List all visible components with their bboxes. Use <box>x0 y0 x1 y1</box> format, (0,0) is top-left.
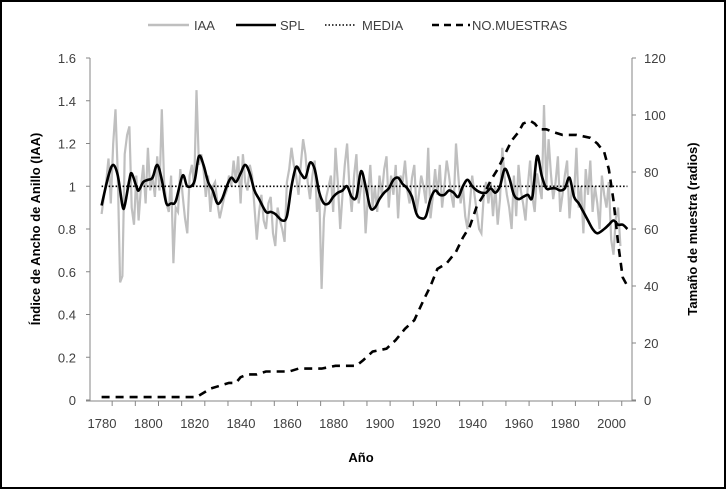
y-axis-left-title: Índice de Ancho de Anillo (IAA) <box>28 133 43 326</box>
y-tick-label-left: 0 <box>69 393 76 408</box>
y-tick-label-left: 0.2 <box>58 350 76 365</box>
y-axis-right-title: Tamaño de muestra (radios) <box>685 142 700 315</box>
x-axis-title: Año <box>348 450 373 465</box>
x-tick-label: 1800 <box>134 416 163 431</box>
y-tick-label-right: 60 <box>644 222 658 237</box>
y-tick-label-left: 1.2 <box>58 137 76 152</box>
y-tick-label-right: 100 <box>644 108 666 123</box>
x-tick-label: 1980 <box>551 416 580 431</box>
y-tick-label-right: 40 <box>644 279 658 294</box>
x-tick-label: 2000 <box>597 416 626 431</box>
x-tick-label: 1840 <box>227 416 256 431</box>
y-tick-label-right: 120 <box>644 51 666 66</box>
y-tick-label-left: 1.6 <box>58 51 76 66</box>
x-tick-label: 1900 <box>365 416 394 431</box>
legend-label-media: MEDIA <box>362 18 404 33</box>
series-line-spl <box>100 154 629 235</box>
y-ticks-left: 0 0.2 0.4 0.6 0.8 1 1.2 1.4 1.6 <box>58 51 90 408</box>
legend: IAA SPL MEDIA NO.MUESTRAS <box>148 18 568 33</box>
y-tick-label-left: 1.4 <box>58 94 76 109</box>
legend-label-no-muestras: NO.MUESTRAS <box>472 18 568 33</box>
legend-label-iaa: IAA <box>194 18 215 33</box>
y-tick-label-left: 1 <box>69 179 76 194</box>
x-tick-label: 1860 <box>273 416 302 431</box>
x-tick-label: 1960 <box>504 416 533 431</box>
y-tick-label-right: 80 <box>644 165 658 180</box>
x-tick-label: 1820 <box>180 416 209 431</box>
series-line-no-muestras <box>101 119 629 399</box>
x-tick-label: 1940 <box>458 416 487 431</box>
y-ticks-right: 0 20 40 60 80 100 120 <box>632 51 666 408</box>
x-tick-label: 1780 <box>88 416 117 431</box>
y-tick-label-right: 0 <box>644 393 651 408</box>
y-tick-label-left: 0.4 <box>58 308 76 323</box>
y-tick-label-left: 0.6 <box>58 265 76 280</box>
legend-label-spl: SPL <box>280 18 305 33</box>
x-tick-label: 1880 <box>319 416 348 431</box>
x-tick-label: 1920 <box>412 416 441 431</box>
series-group <box>100 90 629 399</box>
x-ticks: 1780 1800 1820 1840 1860 1880 1900 1920 1940 1960… <box>88 401 626 431</box>
y-tick-label-right: 20 <box>644 336 658 351</box>
y-tick-label-left: 0.8 <box>58 222 76 237</box>
